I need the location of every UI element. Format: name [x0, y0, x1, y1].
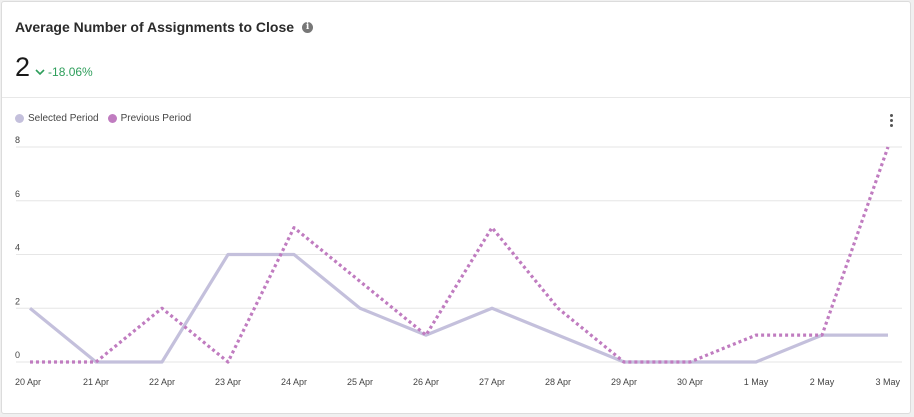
legend-dot-selected — [15, 114, 24, 123]
y-tick-label-2: 2 — [15, 296, 20, 306]
metric-value: 2 — [15, 52, 31, 82]
legend-dot-previous — [107, 114, 117, 123]
y-tick-label-8: 8 — [15, 135, 20, 145]
x-tick-label: 20 Apr — [15, 377, 41, 387]
title-row: Average Number of Assignments to Close i — [15, 19, 314, 35]
y-tick-label-4: 4 — [15, 243, 20, 253]
y-tick-label-6: 6 — [15, 189, 20, 199]
card-header: Average Number of Assignments to Close i… — [2, 2, 910, 98]
kebab-menu-icon[interactable] — [884, 113, 898, 129]
x-tick-label: 29 Apr — [611, 377, 637, 387]
x-tick-label: 21 Apr — [83, 377, 109, 387]
x-tick-label: 25 Apr — [347, 377, 373, 387]
chevron-down-icon — [35, 69, 45, 76]
x-tick-label: 3 May — [875, 377, 900, 387]
x-tick-label: 27 Apr — [479, 377, 505, 387]
legend-label-selected: Selected Period — [28, 113, 99, 124]
metric-row: 2 -18.06% — [15, 52, 93, 83]
legend-item-previous-period[interactable]: Previous Period — [107, 113, 192, 124]
x-tick-label: 1 May — [744, 377, 769, 387]
legend-label-previous: Previous Period — [120, 113, 192, 124]
x-tick-label: 23 Apr — [215, 377, 241, 387]
series-line-selected-period — [28, 252, 888, 364]
chart-legend: Selected Period Previous Period — [15, 113, 200, 124]
x-tick-label: 26 Apr — [413, 377, 439, 387]
x-tick-label: 30 Apr — [677, 377, 703, 387]
y-tick-label-0: 0 — [15, 350, 20, 360]
x-tick-label: 24 Apr — [281, 377, 307, 387]
x-tick-label: 2 May — [810, 377, 835, 387]
card-title: Average Number of Assignments to Close — [15, 19, 295, 35]
x-tick-label: 28 Apr — [545, 377, 571, 387]
series-line-previous-period — [30, 146, 890, 364]
info-icon[interactable]: i — [302, 21, 314, 33]
trend-percentage: -18.06% — [48, 65, 93, 79]
x-tick-label: 22 Apr — [149, 377, 175, 387]
legend-item-selected-period[interactable]: Selected Period — [15, 113, 99, 124]
